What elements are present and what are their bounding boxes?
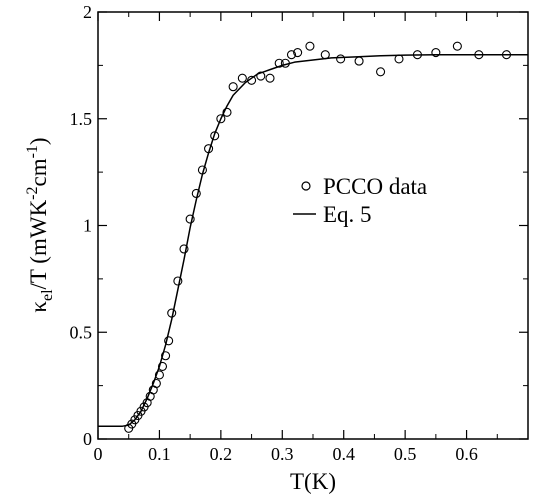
- series-line-eq5: [98, 53, 528, 427]
- y-axis-label-cm: cm: [26, 158, 51, 186]
- data-point-pcco: [247, 75, 257, 85]
- x-tick-label: 0.6: [455, 444, 478, 464]
- y-tick-label: 0: [83, 429, 92, 449]
- data-point-pcco: [452, 41, 462, 51]
- y-tick-label: 1.5: [70, 109, 93, 129]
- legend-label-pcco: PCCO data: [323, 174, 427, 199]
- data-point-pcco: [179, 244, 189, 254]
- data-point-pcco: [164, 336, 174, 346]
- x-tick-label: 0: [94, 444, 103, 464]
- data-point-pcco: [222, 107, 232, 117]
- data-point-pcco: [154, 370, 164, 380]
- data-point-pcco: [216, 114, 226, 124]
- data-point-pcco: [151, 378, 161, 389]
- y-axis-label-exponent-2: -1: [24, 145, 41, 158]
- data-point-pcco: [305, 41, 315, 51]
- data-point-pcco: [354, 56, 364, 66]
- data-point-pcco: [191, 188, 201, 199]
- legend: PCCO data Eq. 5: [293, 174, 427, 227]
- data-point-pcco: [185, 214, 195, 224]
- data-point-pcco: [204, 144, 214, 154]
- x-axis: 0 0.1 0.2 0.3 0.4 0.5 0.6: [94, 12, 498, 464]
- data-point-pcco: [293, 48, 303, 58]
- data-point-pcco: [228, 82, 238, 92]
- x-tick-label: 0.5: [394, 444, 417, 464]
- y-axis-label-exponent-1: -2: [24, 186, 41, 199]
- y-axis-label-close: ): [26, 137, 51, 145]
- data-point-pcco: [274, 58, 284, 68]
- y-tick-label: 2: [83, 2, 92, 22]
- data-point-pcco: [237, 73, 247, 83]
- data-point-pcco: [157, 361, 168, 371]
- x-tick-label: 0.3: [271, 444, 294, 464]
- data-point-pcco: [197, 165, 207, 175]
- data-point-pcco: [431, 48, 441, 58]
- data-point-pcco: [501, 50, 512, 60]
- data-point-pcco: [412, 50, 422, 60]
- data-point-pcco: [474, 50, 484, 60]
- y-axis-label-main: /T (mWK: [26, 199, 51, 289]
- y-axis-label-subscript: el: [39, 289, 56, 301]
- legend-marker-pcco: [301, 181, 311, 191]
- x-tick-label: 0.1: [148, 444, 171, 464]
- y-tick-label: 1: [83, 216, 92, 236]
- data-point-pcco: [336, 54, 346, 64]
- data-point-pcco: [265, 73, 275, 83]
- data-point-pcco: [320, 50, 330, 60]
- data-point-pcco: [280, 58, 290, 68]
- x-axis-label: T(K): [290, 469, 336, 494]
- plot-frame: [97, 11, 529, 440]
- x-tick-label: 0.4: [332, 444, 355, 464]
- x-tick-label: 0.2: [210, 444, 233, 464]
- y-axis: 0 0.5 1 1.5 2: [70, 2, 528, 449]
- legend-label-eq5: Eq. 5: [323, 202, 372, 227]
- data-point-pcco: [161, 351, 171, 361]
- data-point-pcco: [256, 71, 266, 81]
- series-layer: [98, 41, 528, 433]
- data-point-pcco: [376, 67, 386, 77]
- data-point-pcco: [167, 308, 177, 318]
- data-point-pcco: [210, 131, 220, 141]
- data-point-pcco: [173, 276, 183, 286]
- y-tick-label: 0.5: [70, 322, 93, 342]
- y-axis-label-kappa: κ: [26, 301, 51, 313]
- data-point-pcco: [286, 50, 297, 60]
- y-axis-label: κel/T (mWK-2cm-1): [24, 137, 56, 312]
- data-point-pcco: [394, 54, 404, 64]
